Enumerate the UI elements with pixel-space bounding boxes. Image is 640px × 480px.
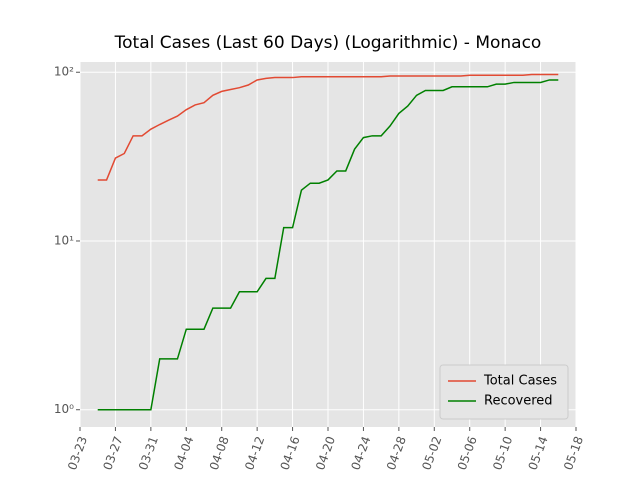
- x-tick-label: 04-16: [278, 434, 303, 472]
- legend-box: [439, 364, 569, 420]
- x-tick-label: 04-28: [384, 434, 409, 472]
- x-tick-label: 05-10: [490, 434, 515, 472]
- y-tick-label: 10²: [54, 65, 74, 79]
- series-line: [97, 79, 559, 411]
- x-tick-label: 04-12: [242, 434, 267, 472]
- x-tick-label: 04-08: [207, 434, 232, 472]
- x-tick-label: 03-27: [100, 434, 125, 472]
- x-tick-label: 04-04: [171, 434, 196, 472]
- x-tick-label: 03-31: [136, 434, 161, 472]
- x-tick-label: 05-14: [526, 434, 551, 472]
- y-tick-label: 10⁰: [54, 402, 74, 416]
- legend: Total Cases Recovered: [439, 364, 569, 420]
- legend-label: Total Cases: [483, 374, 557, 389]
- lines: [97, 73, 559, 411]
- chart-title: Total Cases (Last 60 Days) (Logarithmic)…: [114, 33, 542, 53]
- grid: [79, 62, 577, 427]
- x-tick-label: 05-18: [561, 434, 586, 472]
- x-tick-label: 03-23: [65, 434, 90, 472]
- y-tick-label: 10¹: [54, 233, 74, 247]
- x-tick-label: 05-06: [455, 434, 480, 472]
- legend-label: Recovered: [484, 394, 553, 409]
- series-line: [97, 73, 559, 181]
- x-tick-label: 04-24: [348, 434, 373, 472]
- x-tick-label: 05-02: [419, 434, 444, 472]
- x-tick-label: 04-20: [313, 434, 338, 472]
